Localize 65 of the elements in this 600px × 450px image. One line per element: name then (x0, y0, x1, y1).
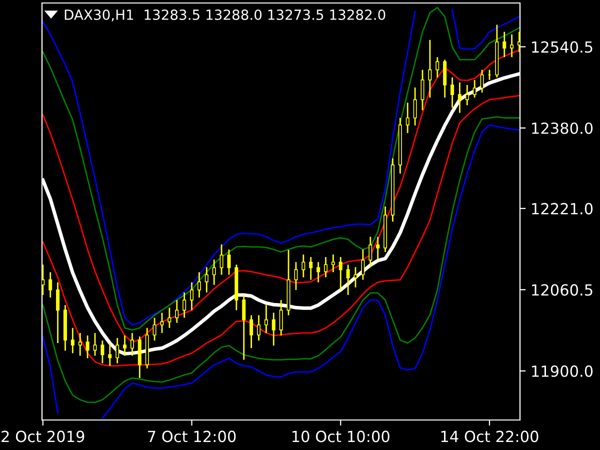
x-tick-label: 2 Oct 2019 (2, 430, 84, 442)
candlestick (175, 299, 179, 324)
candlestick (279, 299, 283, 336)
candlestick (376, 236, 380, 260)
candlestick (256, 314, 261, 342)
candlestick (78, 332, 82, 356)
y-tick-label: 12221.0 (532, 202, 593, 214)
candlestick (116, 337, 120, 364)
candlestick (204, 266, 208, 294)
candlestick (272, 312, 276, 346)
candlestick (510, 34, 514, 58)
candlestick (420, 69, 424, 111)
candlestick (56, 282, 60, 344)
candlestick (316, 261, 320, 284)
candlestick (361, 248, 365, 281)
candlestick (413, 86, 417, 126)
candlestick (48, 272, 52, 298)
candlestick (458, 82, 462, 114)
chart-title: DAX30,H1 13283.5 13288.0 13273.5 13282.0 (64, 10, 386, 22)
candlestick (242, 294, 246, 360)
candlestick (197, 272, 201, 298)
candlestick (450, 76, 454, 108)
candlestick (220, 244, 224, 276)
candlestick (338, 256, 342, 291)
candlestick (42, 264, 45, 296)
candlestick (428, 39, 432, 98)
candlestick (302, 254, 306, 278)
candlestick (86, 334, 90, 359)
candlestick (406, 102, 410, 134)
candlestick (168, 306, 172, 329)
candlestick (212, 258, 216, 286)
candlestick (190, 282, 194, 311)
y-tick-label: 11900.0 (532, 365, 593, 377)
candlestick (309, 256, 313, 281)
candlestick (93, 332, 97, 356)
candlestick (480, 69, 484, 94)
candlestick (70, 327, 74, 354)
candlestick (443, 58, 447, 98)
candlestick (294, 261, 298, 291)
y-tick-label: 12540.5 (532, 41, 592, 53)
candlestick (502, 31, 506, 58)
y-tick-label: 12380.0 (532, 122, 593, 134)
candlestick (472, 79, 476, 98)
candlestick (227, 248, 231, 276)
candlestick (324, 256, 328, 278)
candlestick (465, 84, 469, 106)
candlestick (160, 312, 164, 334)
x-tick-label: 14 Oct 22:00 (441, 430, 538, 442)
candlestick (354, 266, 358, 288)
y-tick-label: 12060.5 (532, 284, 592, 296)
candlestick (346, 264, 350, 296)
x-tick-label: 7 Oct 12:00 (148, 430, 236, 442)
candlestick (100, 340, 104, 364)
candlestick (517, 31, 520, 53)
candlestick (368, 236, 372, 268)
candlestick (123, 334, 127, 356)
x-tick-label: 10 Oct 10:00 (292, 430, 390, 442)
candlestick (264, 304, 268, 334)
candlestick (130, 332, 134, 356)
candlestick (436, 56, 440, 78)
candlestick (250, 314, 254, 349)
candlestick (152, 317, 156, 342)
candlestick (331, 254, 335, 273)
candlestick (108, 342, 112, 367)
candlestick (182, 292, 186, 318)
